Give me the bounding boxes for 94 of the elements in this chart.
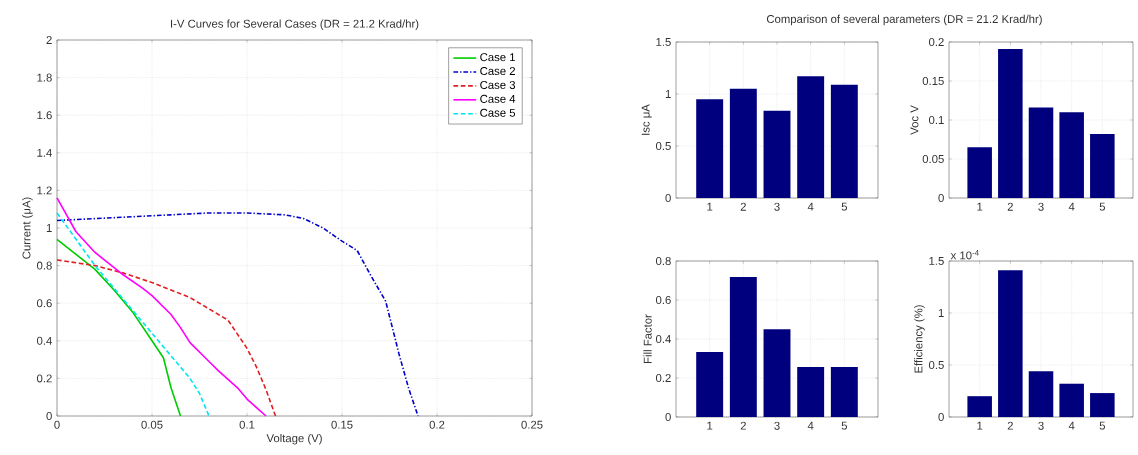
bar [967,396,992,417]
bar [998,270,1023,417]
bar [1028,371,1054,417]
y-tick-label: 0 [665,194,671,203]
bar [1059,112,1084,198]
y-tick-label: 0.8 [36,261,52,270]
line-series [56,259,277,417]
legend-label: Case 2 [480,67,515,76]
y-tick-label: 1.5 [656,38,671,46]
x-tick-label: 2 [740,202,746,211]
x-tick-label: 1 [977,202,983,211]
x-tick-label: 2 [1007,202,1013,211]
y-tick-label: 1.8 [37,73,52,82]
bar [729,277,757,417]
x-tick-label: 3 [1038,421,1044,430]
x-tick-label: 4 [807,421,814,430]
y-tick-label: 0 [46,412,52,421]
line-series [56,212,210,417]
x-axis-title: Voltage (V) [266,433,322,445]
x-tick-label: 0.05 [141,420,163,429]
legend-label: Case 4 [480,94,516,103]
bar [797,366,825,417]
y-axis-title: Voc V [910,105,919,135]
y-tick-label: 0.8 [655,257,671,266]
y-tick-label: 1.2 [37,186,52,195]
x-tick-label: 4 [807,202,814,211]
y-tick-label: 0 [938,413,944,422]
legend-label: Case 5 [480,108,516,117]
y-axis-title: Efficiency (%) [914,305,925,373]
line-series [56,212,419,417]
x-tick-label: 0.15 [331,420,353,429]
chart-title: I-V Curves for Several Cases (DR = 21.2 Krad/hr) [171,19,419,30]
y-tick-label: 1 [46,224,52,232]
y-tick-label: 1 [938,309,944,317]
x-tick-label: 0.25 [521,420,543,429]
bar [763,329,791,417]
y-tick-label: 0.6 [655,296,671,305]
legend-label: Case 1 [480,53,515,62]
text: Comparison of several parameters (DR = 21.2 Krad/hr) [766,14,1042,26]
x-tick-label: 0 [54,420,60,429]
bar [1059,383,1084,417]
x-tick-label: 3 [774,421,780,430]
y-tick-label: 2 [46,36,52,44]
bar [797,76,825,198]
line-series [56,197,267,417]
x-tick-label: 0.1 [239,420,255,429]
y-tick-label: 1 [665,90,671,98]
y-tick-label: 0.4 [36,336,52,345]
x-tick-label: 0.2 [429,420,445,429]
line-series [56,238,182,417]
bar [998,49,1023,198]
legend-label: Case 3 [480,80,516,89]
bar [763,110,791,198]
y-tick-label: 0 [665,413,671,422]
y-tick-label: 0.05 [922,155,944,164]
x-tick-label: 1 [977,421,983,430]
bar [696,352,724,417]
y-tick-label: 0.15 [922,77,944,86]
bar [729,88,757,198]
y-tick-label: 0.1 [928,116,944,125]
y-tick-label: 0.5 [655,142,671,151]
x-tick-label: 3 [1038,202,1044,211]
x-tick-label: 5 [1099,202,1106,211]
bar [696,99,724,198]
bar [830,366,858,417]
y-tick-label: 0.2 [655,374,671,383]
x-tick-label: 5 [841,202,848,211]
y-tick-label: 1.4 [37,148,52,157]
x-tick-label: 2 [1007,421,1013,430]
x-tick-label: 4 [1068,421,1075,430]
y-tick-label: 0.6 [36,299,52,308]
y-tick-label: 0.2 [36,374,52,383]
x-tick-label: 5 [841,421,848,430]
x-tick-label: 4 [1068,202,1075,211]
y-tick-label: 0 [938,194,944,203]
x-tick-label: 1 [707,421,713,430]
bar [1028,107,1054,198]
y-tick-label: 1.5 [929,257,944,265]
bar [830,84,858,198]
y-axis-title: Fill Factor [643,314,652,363]
bar [1090,393,1115,417]
y-tick-label: 0.4 [655,335,671,344]
text: x 10$^{-4}$ [950,250,979,260]
x-tick-label: 1 [707,202,713,211]
bar [967,147,992,198]
x-tick-label: 2 [740,421,746,430]
bar [1090,134,1115,198]
x-tick-label: 5 [1099,421,1106,430]
y-tick-label: 0.2 [928,38,944,47]
y-axis-title: Current (μA) [22,197,33,259]
y-tick-label: 0.5 [928,361,944,370]
y-axis-title: Isc μA [641,104,652,135]
y-tick-label: 1.6 [37,111,52,120]
x-tick-label: 3 [774,202,780,211]
